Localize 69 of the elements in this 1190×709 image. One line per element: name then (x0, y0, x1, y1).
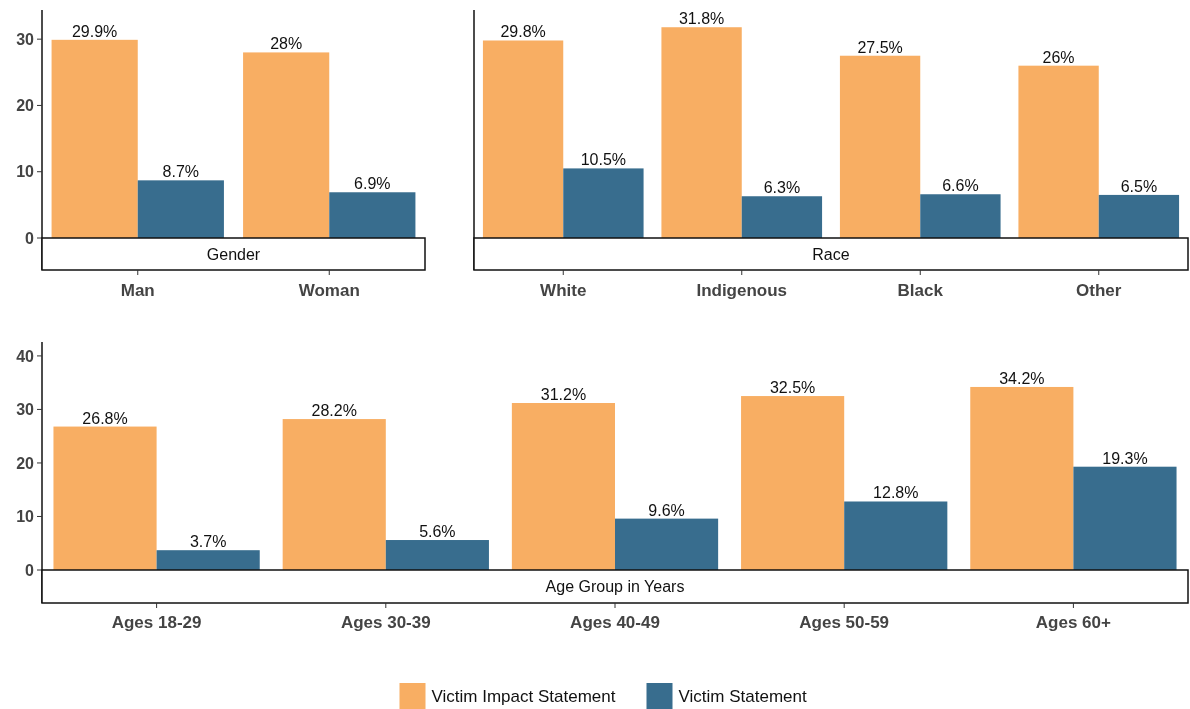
data-label: 9.6% (648, 501, 685, 519)
y-tick-label: 30 (16, 401, 35, 419)
x-tick-label: Woman (298, 280, 360, 300)
data-label: 26.8% (82, 409, 128, 427)
bar (741, 396, 845, 570)
data-label: 34.2% (999, 369, 1045, 387)
data-label: 3.7% (189, 533, 227, 551)
data-label: 6.5% (1120, 177, 1158, 195)
data-label: 6.9% (354, 175, 391, 193)
x-tick-label: Man (120, 280, 155, 300)
bar (51, 39, 138, 238)
data-label: 27.5% (857, 38, 903, 56)
x-tick-label: Other (1076, 280, 1122, 300)
legend-label: Victim Impact Statement (431, 686, 616, 706)
bar (53, 426, 157, 570)
bar (482, 40, 564, 238)
data-label: 28.2% (311, 402, 357, 420)
y-tick-label: 0 (25, 229, 35, 247)
bar (156, 550, 260, 570)
data-label: 5.6% (419, 523, 456, 541)
bar (661, 27, 742, 238)
data-label: 28% (270, 35, 303, 53)
data-label: 10.5% (580, 151, 627, 169)
bar (615, 518, 719, 570)
x-tick-label: Ages 18-29 (111, 612, 202, 632)
x-tick-label: Ages 40-49 (570, 612, 660, 632)
data-label: 19.3% (1102, 449, 1148, 467)
bar (511, 403, 615, 570)
bar (243, 52, 330, 238)
x-tick-label: Indigenous (696, 280, 788, 300)
bar (329, 192, 416, 238)
bar (839, 55, 921, 238)
bar (741, 196, 823, 238)
x-tick-label: Ages 50-59 (799, 612, 890, 632)
y-tick-label: 40 (16, 347, 35, 365)
bar (1073, 466, 1177, 570)
y-tick-label: 30 (16, 30, 35, 48)
data-label: 12.8% (873, 484, 919, 502)
x-tick-label: Ages 60+ (1035, 612, 1112, 632)
bar (137, 180, 224, 238)
x-axis-title: Race (812, 245, 850, 263)
x-tick-label: Black (897, 280, 944, 300)
data-label: 6.6% (942, 177, 979, 195)
data-label: 31.2% (540, 386, 587, 404)
bar (844, 501, 948, 570)
data-label: 29.8% (500, 23, 546, 41)
data-label: 31.8% (678, 10, 725, 28)
bar (1098, 194, 1180, 238)
y-tick-label: 10 (16, 163, 35, 181)
x-axis-title: Gender (206, 245, 261, 263)
y-tick-label: 20 (16, 97, 35, 115)
bar (1018, 65, 1099, 238)
y-tick-label: 20 (16, 454, 35, 472)
y-tick-label: 10 (16, 508, 35, 526)
bar (970, 386, 1074, 570)
x-tick-label: White (540, 280, 587, 300)
data-label: 29.9% (71, 22, 118, 40)
bar (920, 194, 1001, 238)
bar (563, 168, 644, 238)
bar (385, 540, 489, 570)
data-label: 26% (1042, 48, 1075, 66)
x-tick-label: Ages 30-39 (340, 612, 431, 632)
y-tick-label: 0 (25, 561, 35, 579)
data-label: 8.7% (162, 163, 200, 181)
data-label: 32.5% (769, 379, 816, 397)
bar (282, 419, 386, 570)
x-axis-title: Age Group in Years (545, 578, 685, 596)
data-label: 6.3% (763, 179, 801, 197)
legend-label: Victim Statement (678, 686, 807, 706)
